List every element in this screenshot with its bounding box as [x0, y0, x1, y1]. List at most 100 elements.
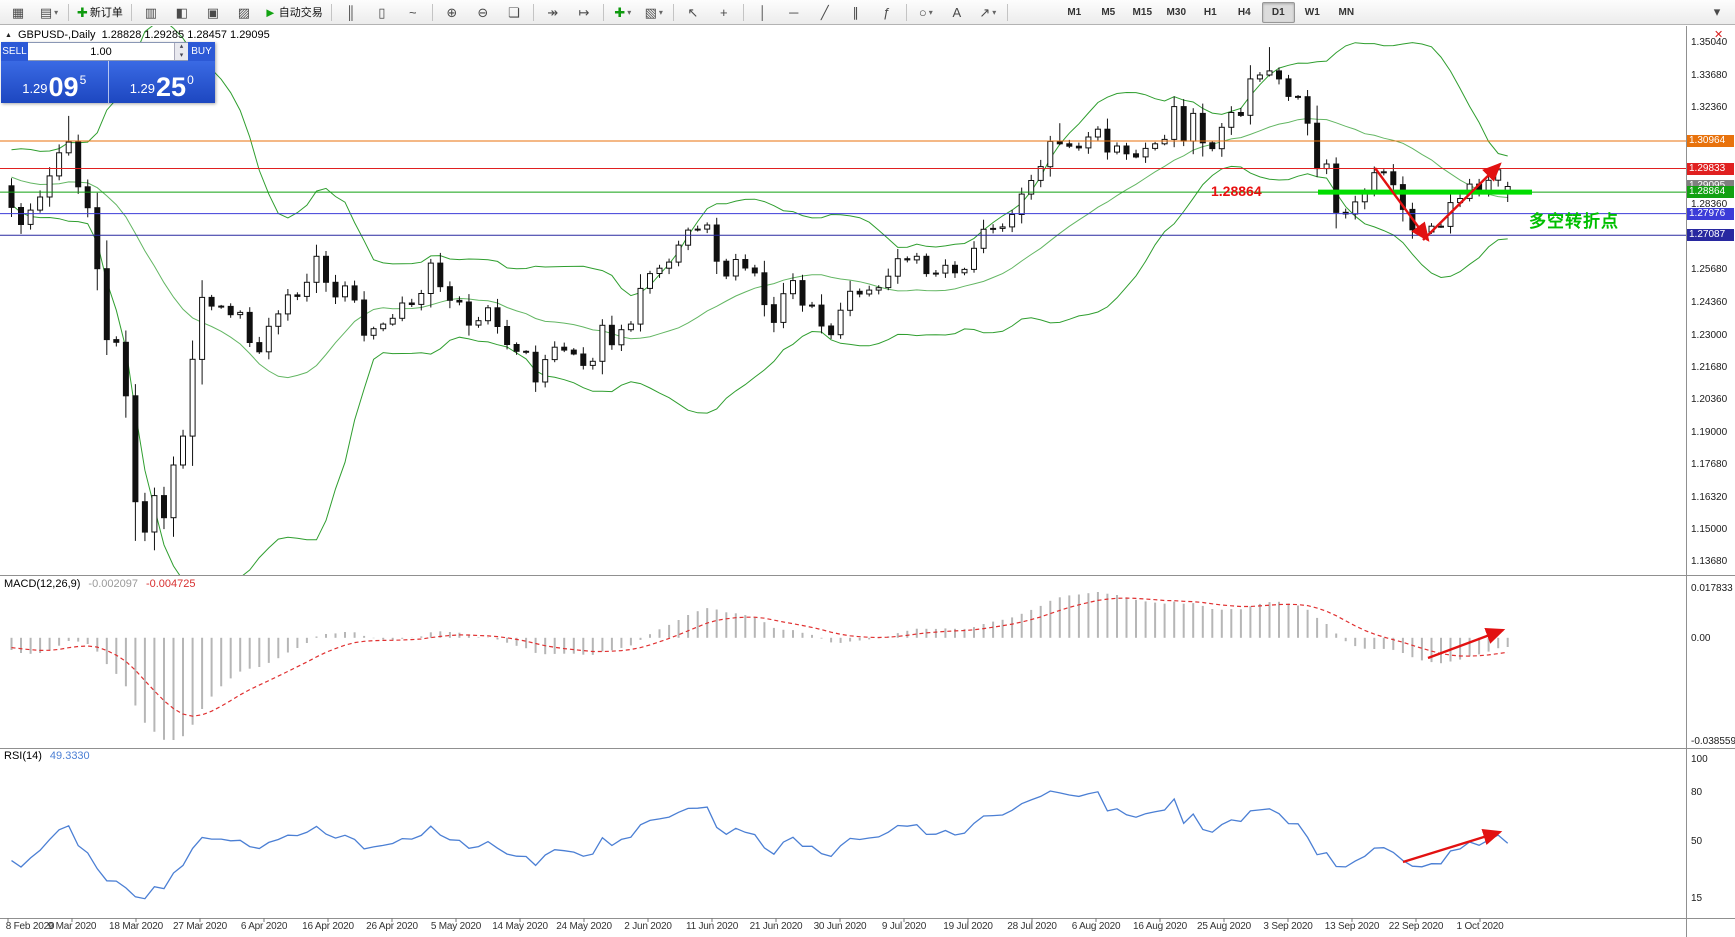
channel-icon: ∥	[852, 4, 860, 20]
timeframe-m1-button[interactable]: M1	[1067, 6, 1082, 18]
market-watch-button[interactable]: ▥	[136, 1, 166, 24]
sell-price-pips: 09	[48, 72, 79, 102]
zoom-out-icon: ⊖	[477, 4, 489, 20]
autotrading-icon: ►	[263, 4, 277, 20]
volume-increase-button[interactable]: ▴	[175, 43, 188, 52]
sell-price-base: 1.29	[22, 81, 48, 96]
buy-price-pips: 25	[156, 72, 187, 102]
new-order-icon: ✚	[77, 4, 88, 20]
buy-price-base: 1.29	[129, 81, 156, 96]
navigator-button[interactable]: ▣	[198, 1, 228, 24]
new-chart-button[interactable]: ▦	[3, 1, 33, 24]
price-annotation: 1.28864	[1211, 183, 1262, 199]
buy-price[interactable]: 1.29 25 0	[109, 61, 216, 103]
rsi-label: RSI(14)	[4, 750, 42, 762]
vertical-line-button[interactable]: │	[748, 1, 778, 24]
trendline-icon: ╱	[820, 4, 829, 20]
arrows-icon: ↗	[979, 4, 991, 20]
templates-button[interactable]: ▧ ▾	[639, 1, 669, 24]
profiles-button[interactable]: ▤ ▾	[34, 1, 64, 24]
volume-decrease-button[interactable]: ▾	[175, 51, 188, 60]
new-order-button[interactable]: ✚ 新订单	[73, 1, 127, 24]
bars-button[interactable]: ║	[336, 1, 366, 24]
caret-down-icon: ▾	[928, 7, 933, 17]
terminal-button[interactable]: ▨	[229, 1, 259, 24]
tile-windows-icon: ❏	[507, 4, 520, 20]
cursor-button[interactable]: ↖	[678, 1, 708, 24]
macd-label: MACD(12,26,9)	[4, 578, 81, 590]
toolbar-separator	[742, 3, 744, 21]
candles-icon: ▯	[378, 4, 386, 20]
caret-down-icon: ▾	[992, 7, 997, 17]
new-chart-icon: ▦	[11, 4, 25, 20]
timeframe-m5-button[interactable]: M5	[1101, 6, 1116, 18]
channel-button[interactable]: ∥	[841, 1, 871, 24]
zoom-in-button[interactable]: ⊕	[437, 1, 467, 24]
bars-icon: ║	[346, 4, 356, 20]
shapes-button[interactable]: ○ ▾	[911, 1, 941, 24]
caret-down-icon: ▾	[658, 7, 663, 17]
time-axis[interactable]	[0, 918, 1686, 937]
tile-windows-button[interactable]: ❏	[499, 1, 529, 24]
templates-icon: ▧	[644, 4, 657, 20]
shapes-icon: ○	[918, 4, 927, 20]
toolbar-overflow-button[interactable]: ▾	[1713, 4, 1721, 19]
line-chart-icon: ~	[408, 4, 417, 20]
timeframe-d1-button[interactable]: D1	[1261, 1, 1295, 23]
macd-signal-value: -0.004725	[145, 578, 196, 590]
toolbar-separator	[330, 3, 332, 21]
volume-field: ▴ ▾	[28, 42, 188, 61]
arrows-button[interactable]: ↗ ▾	[973, 1, 1003, 24]
timeframe-group: M1 M5 M15 M30 H1 H4 D1 W1 MN	[1058, 1, 1363, 23]
timeframe-m30-button[interactable]: M30	[1166, 6, 1186, 18]
sell-price[interactable]: 1.29 09 5	[1, 61, 108, 103]
cursor-icon: ↖	[687, 4, 699, 20]
candles-button[interactable]: ▯	[367, 1, 397, 24]
chart-shift-button[interactable]: ↦	[569, 1, 599, 24]
timeframe-w1-button[interactable]: W1	[1304, 6, 1320, 18]
autotrading-button[interactable]: ► 自动交易	[260, 1, 327, 24]
terminal-icon: ▨	[237, 4, 251, 20]
navigator-icon: ▣	[206, 4, 220, 20]
timeframe-mn-button[interactable]: MN	[1338, 6, 1355, 18]
zoom-out-button[interactable]: ⊖	[468, 1, 498, 24]
data-window-button[interactable]: ◧	[167, 1, 197, 24]
text-button[interactable]: A	[942, 1, 972, 24]
horizontal-line-button[interactable]: ─	[779, 1, 809, 24]
caret-down-icon: ▾	[54, 7, 59, 17]
trendline-button[interactable]: ╱	[810, 1, 840, 24]
volume-stepper: ▴ ▾	[174, 43, 188, 60]
close-icon[interactable]: ✕	[1714, 29, 1724, 41]
timeframe-m15-button[interactable]: M15	[1132, 6, 1152, 18]
line-chart-button[interactable]: ~	[398, 1, 428, 24]
sell-price-fraction: 5	[79, 73, 87, 87]
toolbar-separator	[672, 3, 674, 21]
indicators-icon: ✚	[614, 4, 626, 20]
timeframe-h1-button[interactable]: H1	[1203, 6, 1217, 18]
volume-input[interactable]	[28, 43, 174, 60]
timeframe-h4-button[interactable]: H4	[1237, 6, 1251, 18]
new-order-button-label: 新订单	[89, 7, 123, 19]
crosshair-button[interactable]: +	[709, 1, 739, 24]
vertical-line-icon: │	[758, 4, 767, 20]
buy-price-fraction: 0	[187, 73, 194, 87]
macd-value: -0.002097	[88, 578, 138, 590]
symbol-expand-icon[interactable]: ▲	[5, 31, 12, 39]
toolbar-separator	[532, 3, 534, 21]
caret-down-icon: ▾	[627, 7, 632, 17]
crosshair-icon: +	[719, 4, 728, 20]
fibonacci-icon: ƒ	[883, 4, 891, 20]
sell-button[interactable]: SELL	[1, 42, 28, 61]
auto-scroll-button[interactable]: ↠	[538, 1, 568, 24]
market-watch-icon: ▥	[144, 4, 158, 20]
toolbar-separator	[905, 3, 907, 21]
horizontal-line-icon: ─	[789, 4, 799, 20]
indicators-button[interactable]: ✚ ▾	[608, 1, 638, 24]
price-axis[interactable]	[1686, 26, 1735, 937]
buy-button[interactable]: BUY	[188, 42, 215, 61]
one-click-trading-panel: SELL ▴ ▾ BUY 1.29 09 5 1.29 25 0	[1, 42, 215, 103]
fibonacci-button[interactable]: ƒ	[872, 1, 902, 24]
rsi-value: 49.3330	[49, 750, 90, 762]
